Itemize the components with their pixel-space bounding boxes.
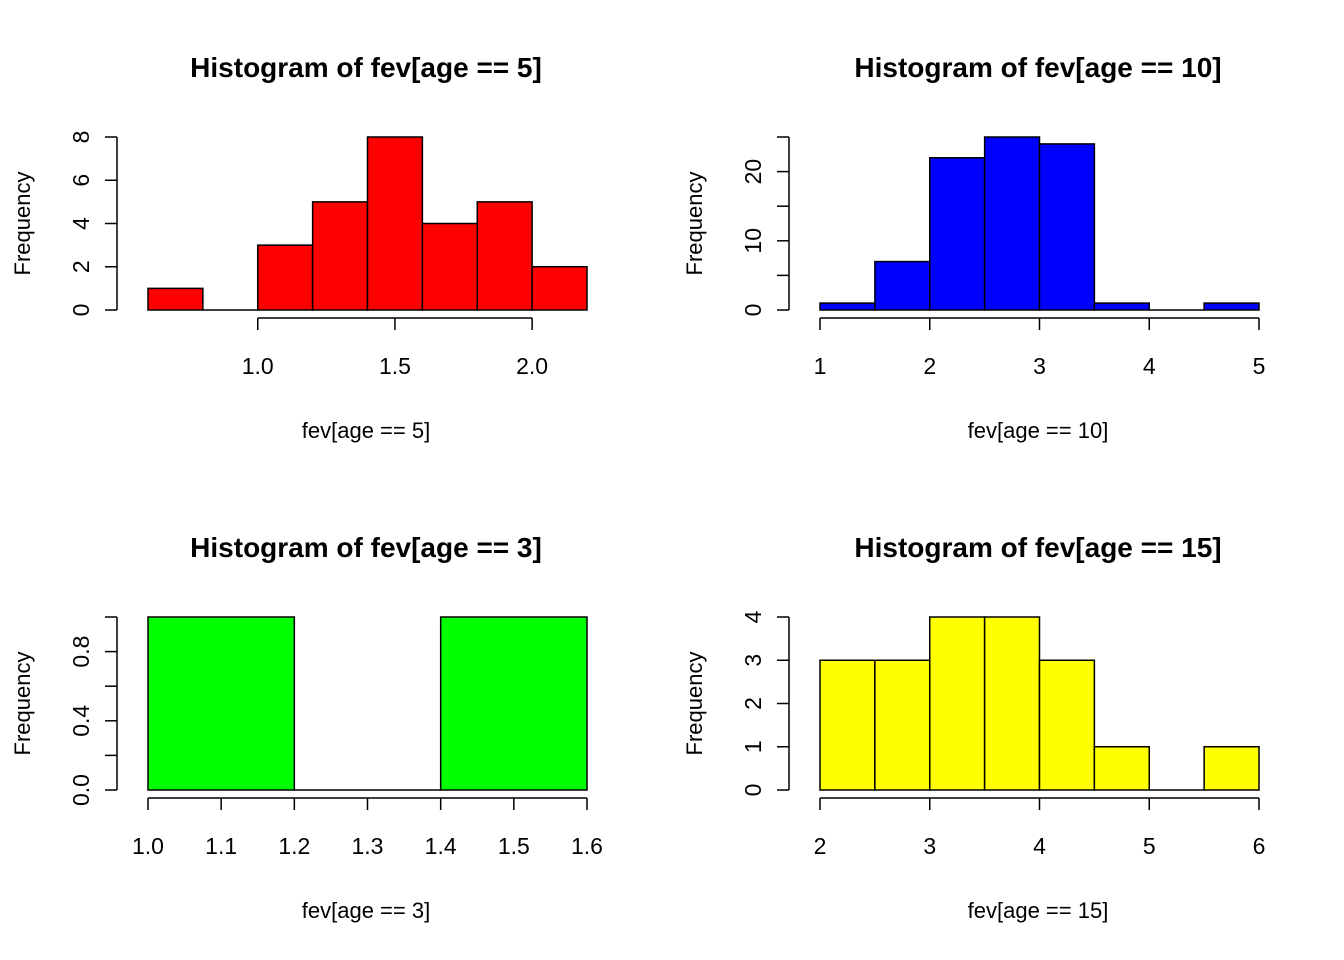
histogram-bar bbox=[819, 302, 876, 311]
histogram-panel-4: 2 3 4 5 6 0 1 2 3 4 Histogram of fev[age == 15] fev… bbox=[682, 532, 1265, 923]
x-tick-label: 1.2 bbox=[278, 833, 310, 859]
y-axis-label: Frequency bbox=[682, 652, 707, 756]
histogram-bar bbox=[1038, 143, 1096, 311]
x-tick-label: 4 bbox=[1143, 353, 1156, 379]
x-tick-label: 5 bbox=[1143, 833, 1156, 859]
y-tick-label: 3 bbox=[740, 654, 766, 667]
x-tick-label: 1.0 bbox=[242, 353, 274, 379]
histogram-bar bbox=[929, 616, 986, 791]
histogram-bar bbox=[1093, 746, 1150, 791]
histogram-bar bbox=[421, 222, 478, 311]
y-tick-label: 0 bbox=[68, 304, 94, 317]
histogram-bar bbox=[983, 616, 1041, 791]
y-axis-label: Frequency bbox=[10, 652, 35, 756]
histogram-panel-3: 1.0 1.1 1.2 1.3 1.4 1.5 1.6 0.0 0.4 0.8 Histogram … bbox=[10, 532, 603, 923]
chart-title: Histogram of fev[age == 10] bbox=[854, 52, 1221, 83]
x-tick-label: 3 bbox=[1033, 353, 1046, 379]
y-axis-label: Frequency bbox=[682, 172, 707, 276]
x-tick-label: 5 bbox=[1253, 353, 1266, 379]
x-tick-label: 1.1 bbox=[205, 833, 237, 859]
histogram-bar bbox=[311, 201, 369, 311]
histogram-bar bbox=[1093, 302, 1150, 311]
histogram-panel-2: 1 2 3 4 5 0 10 20 Histogram of fev[age == 10] fev… bbox=[682, 52, 1265, 443]
x-tick-label: 2.0 bbox=[516, 353, 548, 379]
histogram-bar bbox=[983, 136, 1041, 311]
histogram-bar bbox=[874, 659, 931, 791]
histogram-bar bbox=[257, 244, 314, 311]
x-tick-label: 1 bbox=[814, 353, 827, 379]
y-tick-label: 0 bbox=[740, 304, 766, 317]
y-tick-label: 0.0 bbox=[68, 774, 94, 806]
x-tick-label: 2 bbox=[814, 833, 827, 859]
histogram-bar bbox=[929, 157, 986, 311]
y-tick-label: 1 bbox=[740, 740, 766, 753]
histogram-bar bbox=[1038, 659, 1096, 791]
x-axis-label: fev[age == 3] bbox=[302, 898, 430, 923]
y-tick-label: 0.4 bbox=[68, 705, 94, 737]
chart-title: Histogram of fev[age == 15] bbox=[854, 532, 1221, 563]
x-tick-label: 1.5 bbox=[498, 833, 530, 859]
x-tick-label: 1.3 bbox=[352, 833, 384, 859]
x-tick-label: 1.0 bbox=[132, 833, 164, 859]
y-tick-label: 4 bbox=[740, 610, 766, 623]
chart-title: Histogram of fev[age == 5] bbox=[190, 52, 542, 83]
histogram-bar bbox=[874, 260, 931, 311]
histogram-bar bbox=[147, 616, 296, 791]
x-tick-label: 1.6 bbox=[571, 833, 603, 859]
x-tick-label: 6 bbox=[1253, 833, 1266, 859]
y-tick-label: 0.8 bbox=[68, 636, 94, 668]
x-tick-label: 1.4 bbox=[425, 833, 457, 859]
x-tick-label: 4 bbox=[1033, 833, 1046, 859]
y-tick-label: 8 bbox=[68, 131, 94, 144]
chart-title: Histogram of fev[age == 3] bbox=[190, 532, 542, 563]
y-tick-label: 4 bbox=[68, 217, 94, 230]
x-tick-label: 3 bbox=[923, 833, 936, 859]
x-axis-label: fev[age == 15] bbox=[968, 898, 1109, 923]
y-tick-label: 2 bbox=[740, 697, 766, 710]
y-tick-label: 6 bbox=[68, 174, 94, 187]
histogram-bar bbox=[147, 287, 204, 311]
y-tick-label: 10 bbox=[740, 228, 766, 254]
x-tick-label: 2 bbox=[923, 353, 936, 379]
histogram-bar bbox=[1203, 302, 1260, 311]
histogram-bar bbox=[1203, 746, 1260, 791]
histogram-bar bbox=[476, 201, 533, 311]
y-tick-label: 2 bbox=[68, 260, 94, 273]
x-axis-label: fev[age == 10] bbox=[968, 418, 1109, 443]
histogram-bar bbox=[439, 616, 588, 791]
x-axis-label: fev[age == 5] bbox=[302, 418, 430, 443]
histogram-bar bbox=[531, 266, 588, 311]
y-tick-label: 20 bbox=[740, 159, 766, 185]
histogram-bar bbox=[366, 136, 424, 311]
histogram-bar bbox=[819, 659, 876, 791]
y-tick-label: 0 bbox=[740, 784, 766, 797]
x-tick-label: 1.5 bbox=[379, 353, 411, 379]
y-axis-label: Frequency bbox=[10, 172, 35, 276]
histogram-panel-1: 1.0 1.5 2.0 0 2 4 6 8 Histogram of fev[age == 5]… bbox=[10, 52, 588, 443]
